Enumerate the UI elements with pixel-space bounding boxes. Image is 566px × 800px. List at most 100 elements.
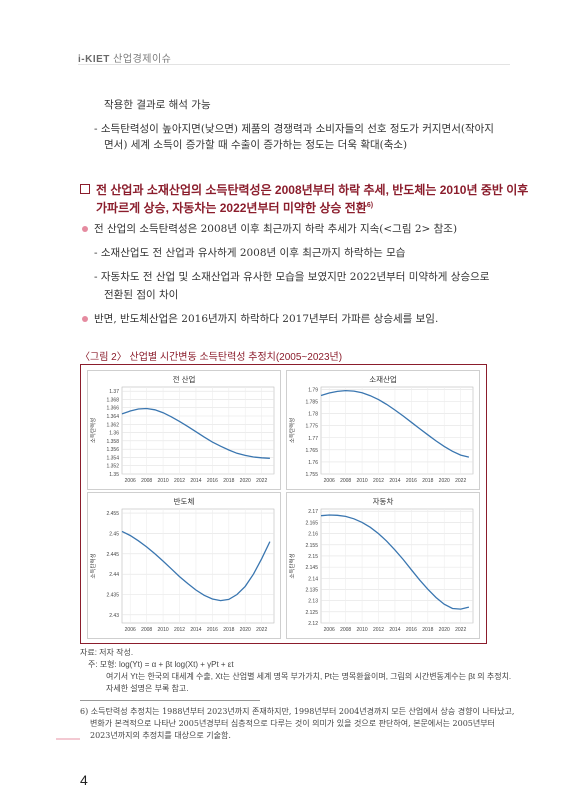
section-heading-line1: 전 산업과 소재산업의 소득탄력성은 2008년부터 하락 추세, 반도체는 2… (96, 183, 529, 197)
section-heading: 전 산업과 소재산업의 소득탄력성은 2008년부터 하락 추세, 반도체는 2… (80, 181, 528, 198)
x-tick-label: 2014 (190, 478, 201, 484)
bullet-2: - 소재산업도 전 산업과 유사하게 2008년 이후 최근까지 하락하는 모습 (94, 247, 406, 259)
chart-automobile: 자동차 2.17 2.165 2.16 2.155 2.15 2.145 2.14 2.135 2… (288, 497, 474, 633)
x-tick-label: 2008 (141, 478, 152, 484)
kiet-logo: i-KIET (78, 54, 110, 65)
footnote-line-1: 6) 소득탄력성 추정치는 1988년부터 2023년까지 존재하지만, 199… (80, 707, 515, 716)
y-tick-label: 2.435 (106, 593, 119, 599)
body-line-3: 면서) 세계 소득이 증가할 때 수출이 증가하는 정도는 더욱 확대(축소) (104, 139, 408, 151)
x-tick-label: 2012 (174, 478, 185, 484)
series-line (121, 530, 271, 602)
y-tick-label: 1.78 (308, 412, 318, 418)
x-tick-label: 2012 (174, 627, 185, 633)
x-tick-label: 2016 (207, 478, 218, 484)
y-tick-label: 2.43 (109, 613, 119, 619)
y-tick-label: 2.44 (109, 572, 119, 578)
y-tick-label: 1.368 (106, 397, 119, 403)
y-tick-label: 1.354 (106, 455, 119, 461)
chart-title: 전 산업 (173, 374, 196, 384)
figure-title: 〈그림 2〉 산업별 시간변동 소득탄력성 추정치(2005~2023년) (80, 352, 343, 363)
chart-title: 소재산업 (369, 374, 397, 384)
x-tick-label: 2014 (190, 627, 201, 633)
x-tick-label: 2014 (389, 627, 400, 633)
x-tick-label: 2006 (125, 627, 136, 633)
figure-frame: 전 산업 1.37 1.368 1.366 1.364 1.362 1.36 1.358 1.3… (80, 364, 487, 644)
plot-area (121, 386, 275, 475)
chart-all-industries: 전 산업 1.37 1.368 1.366 1.364 1.362 1.36 1.358 1.3… (89, 374, 275, 484)
x-tick-label: 2006 (324, 627, 335, 633)
section-heading-2: 가파르게 상승, 자동차는 2022년부터 미약한 상승 전환6) (96, 199, 373, 216)
x-tick-label: 2020 (439, 478, 450, 484)
x-tick-label: 2016 (207, 627, 218, 633)
chart-title: 반도체 (174, 496, 195, 506)
bullet-3-cont: 전환된 점이 차이 (104, 289, 179, 301)
x-tick-label: 2008 (141, 627, 152, 633)
y-tick-label: 1.352 (106, 464, 119, 470)
bullet-1: 전 산업의 소득탄력성은 2008년 이후 최근까지 하락 추세가 지속(<그림… (94, 223, 458, 235)
y-tick-label: 2.16 (308, 532, 318, 538)
y-tick-label: 1.77 (308, 436, 318, 442)
variable-note: 여기서 Yt는 한국의 대세계 수출, Xt는 산업별 세계 명목 부가가치, … (106, 672, 512, 681)
y-tick-label: 1.364 (106, 414, 119, 420)
y-tick-label: 2.155 (305, 543, 318, 549)
y-tick-label: 2.125 (305, 610, 318, 616)
y-tick-label: 2.13 (308, 599, 318, 605)
y-tick-label: 1.37 (109, 389, 119, 395)
x-tick-label: 2022 (256, 478, 267, 484)
chart-panel-semiconductor: 반도체 2.455 2.45 2.445 2.44 2.435 2.43 2006 2008 20… (87, 492, 281, 639)
x-tick-label: 2008 (340, 627, 351, 633)
x-tick-label: 2016 (406, 478, 417, 484)
bullet-dot-icon (82, 226, 88, 232)
y-tick-label: 2.455 (106, 511, 119, 517)
bullet-3: - 자동차도 전 산업 및 소재산업과 유사한 모습을 보였지만 2022년부터… (94, 271, 490, 283)
y-tick-label: 2.12 (308, 621, 318, 627)
header-logo: i-KIET 산업경제이슈 (78, 50, 171, 65)
footnote-divider (80, 700, 260, 701)
square-bullet-icon (80, 184, 90, 194)
x-tick-label: 2014 (389, 478, 400, 484)
plot-area (121, 508, 275, 624)
x-tick-label: 2010 (158, 627, 169, 633)
y-tick-label: 1.76 (308, 460, 318, 466)
y-tick-label: 1.785 (305, 400, 318, 406)
y-tick-label: 2.17 (308, 509, 318, 515)
section-heading-line2: 가파르게 상승, 자동차는 2022년부터 미약한 상승 전환 (96, 201, 367, 215)
y-tick-label: 1.362 (106, 422, 119, 428)
x-tick-label: 2010 (357, 478, 368, 484)
bullet-dot-icon (82, 316, 88, 322)
series-line (320, 389, 470, 458)
series-line (320, 514, 470, 610)
y-axis-label: 소득탄력성 (89, 418, 97, 443)
y-axis-label: 소득탄력성 (288, 418, 296, 443)
body-line-2: - 소득탄력성이 높아지면(낮으면) 제품의 경쟁력과 소비자들의 선호 정도가… (94, 123, 494, 135)
body-line-1: 작용한 결과로 해석 가능 (104, 99, 211, 111)
y-tick-label: 2.45 (109, 531, 119, 537)
model-note: 주: 모형: log(Yt) = α + βt log(Xt) + γPt + … (88, 660, 234, 669)
x-tick-label: 2016 (406, 627, 417, 633)
y-tick-label: 1.36 (109, 431, 119, 437)
y-tick-label: 2.145 (305, 565, 318, 571)
y-tick-label: 1.755 (305, 472, 318, 478)
x-tick-label: 2018 (422, 627, 433, 633)
y-tick-label: 1.366 (106, 406, 119, 412)
y-tick-label: 1.356 (106, 447, 119, 453)
header-divider (78, 64, 510, 65)
x-tick-label: 2012 (373, 627, 384, 633)
x-tick-label: 2018 (223, 478, 234, 484)
y-axis-label: 소득탄력성 (288, 553, 296, 578)
y-tick-label: 2.15 (308, 554, 318, 560)
x-tick-label: 2018 (422, 478, 433, 484)
footnote-ref: 6) (366, 202, 374, 209)
x-tick-label: 2020 (439, 627, 450, 633)
chart-panel-materials: 소재산업 1.79 1.785 1.78 1.775 1.77 1.765 1.76 1.755… (286, 370, 480, 490)
series-name: 산업경제이슈 (113, 54, 172, 65)
x-tick-label: 2022 (455, 478, 466, 484)
x-tick-label: 2020 (240, 478, 251, 484)
source-note: 자료: 저자 작성. (80, 648, 134, 657)
chart-panel-automobile: 자동차 2.17 2.165 2.16 2.155 2.15 2.145 2.14 2.135 2… (286, 492, 480, 639)
appendix-note: 자세한 설명은 부록 참고. (106, 684, 189, 693)
x-tick-label: 2010 (357, 627, 368, 633)
y-tick-label: 2.135 (305, 587, 318, 593)
chart-title: 자동차 (373, 497, 394, 506)
y-tick-label: 1.358 (106, 439, 119, 445)
